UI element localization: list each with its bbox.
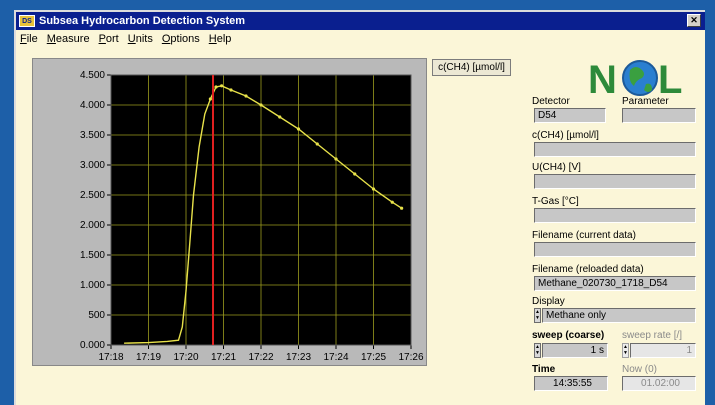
y-tick-label: 500 — [88, 310, 105, 321]
logo-letter-n: N — [588, 58, 617, 98]
display-stepper[interactable]: ▲ ▼ — [534, 308, 541, 323]
time-label: Time — [532, 364, 556, 375]
u-ch4-label: U(CH4) [V] — [532, 162, 581, 173]
logo-letter-l: L — [658, 58, 682, 98]
app-icon: DS — [19, 15, 35, 27]
now-field: 01.02:00 — [622, 376, 696, 391]
x-tick-label: 17:25 — [361, 352, 386, 363]
x-tick-label: 17:18 — [98, 352, 123, 363]
y-tick-label: 4.500 — [80, 70, 105, 81]
y-tick-label: 3.500 — [80, 130, 105, 141]
main-window: DS Subsea Hydrocarbon Detection System ✕… — [14, 10, 705, 405]
sweep-coarse-field[interactable]: 1 s — [542, 343, 608, 358]
tgas-field[interactable] — [534, 208, 696, 223]
tgas-label: T-Gas [°C] — [532, 196, 579, 207]
menu-options[interactable]: Options — [161, 32, 200, 45]
methane-series-line — [124, 85, 402, 344]
y-tick-label: 2.000 — [80, 220, 105, 231]
methane-data-point — [371, 187, 376, 191]
methane-chart: 17:18 17:19 17:20 17:21 17:22 17:23 17:24 17:25… — [80, 70, 424, 363]
filename-reloaded-label: Filename (reloaded data) — [532, 264, 644, 275]
x-tick-label: 17:21 — [211, 352, 236, 363]
y-tick-label: 3.000 — [80, 160, 105, 171]
methane-data-point — [278, 115, 282, 119]
menu-units[interactable]: Units — [127, 32, 153, 45]
chart-panel: 17:18 17:19 17:20 17:21 17:22 17:23 17:24 17:25… — [32, 58, 427, 366]
x-tick-label: 17:20 — [173, 352, 198, 363]
methane-data-point — [390, 200, 394, 204]
y-tick-label: 0.000 — [80, 340, 105, 351]
u-ch4-field[interactable] — [534, 174, 696, 189]
y-tick-label: 4.000 — [80, 100, 105, 111]
sweep-rate-label: sweep rate [/] — [622, 330, 683, 341]
nol-logo: N L — [586, 56, 696, 102]
detector-field[interactable]: D54 — [534, 108, 606, 123]
parameter-field[interactable] — [622, 108, 696, 123]
methane-data-point — [259, 103, 263, 107]
detector-label: Detector — [532, 96, 570, 107]
plot-legend-tab[interactable]: c(CH4) [µmol/l] — [432, 59, 511, 76]
menu-file[interactable]: File — [20, 32, 38, 45]
methane-data-point — [208, 97, 212, 101]
sweep-rate-field[interactable]: 1 — [630, 343, 696, 358]
x-tick-label: 17:22 — [248, 352, 273, 363]
display-label: Display — [532, 296, 565, 307]
y-tick-label: 2.500 — [80, 190, 105, 201]
methane-data-point — [229, 88, 233, 92]
methane-data-point — [334, 157, 338, 161]
x-tick-label: 17:26 — [398, 352, 423, 363]
x-tick-label: 17:23 — [286, 352, 311, 363]
display-select[interactable]: Methane only — [542, 308, 696, 323]
x-tick-label: 17:19 — [136, 352, 161, 363]
x-tick-label: 17:24 — [323, 352, 348, 363]
methane-data-point — [400, 206, 404, 210]
methane-data-point — [315, 142, 319, 146]
methane-data-point — [214, 85, 218, 89]
sweep-coarse-stepper[interactable]: ▲ ▼ — [534, 343, 541, 358]
close-button[interactable]: ✕ — [687, 14, 701, 27]
menu-measure[interactable]: Measure — [46, 32, 90, 45]
menu-help[interactable]: Help — [208, 32, 232, 45]
filename-current-label: Filename (current data) — [532, 230, 636, 241]
c-ch4-label: c(CH4) [µmol/l] — [532, 130, 599, 141]
y-tick-label: 1.500 — [80, 250, 105, 261]
title-bar: DS Subsea Hydrocarbon Detection System ✕ — [16, 12, 705, 30]
filename-current-field[interactable] — [534, 242, 696, 257]
methane-data-point — [244, 94, 248, 98]
plot-border — [110, 74, 412, 346]
sweep-rate-stepper[interactable]: ▲ ▼ — [622, 343, 629, 358]
parameter-label: Parameter — [622, 96, 669, 107]
methane-data-point — [220, 84, 224, 88]
methane-data-point — [296, 127, 301, 131]
now-label: Now (0) — [622, 364, 658, 375]
menu-port[interactable]: Port — [98, 32, 119, 45]
menu-bar: File Measure Port Units Options Help — [16, 30, 705, 47]
c-ch4-field[interactable] — [534, 142, 696, 157]
filename-reloaded-field[interactable]: Methane_020730_1718_D54 — [534, 276, 696, 291]
time-field: 14:35:55 — [534, 376, 608, 391]
methane-data-point — [353, 172, 357, 176]
y-tick-label: 1.000 — [80, 280, 105, 291]
sweep-coarse-label: sweep (coarse) — [532, 330, 605, 341]
window-title: Subsea Hydrocarbon Detection System — [39, 15, 246, 27]
